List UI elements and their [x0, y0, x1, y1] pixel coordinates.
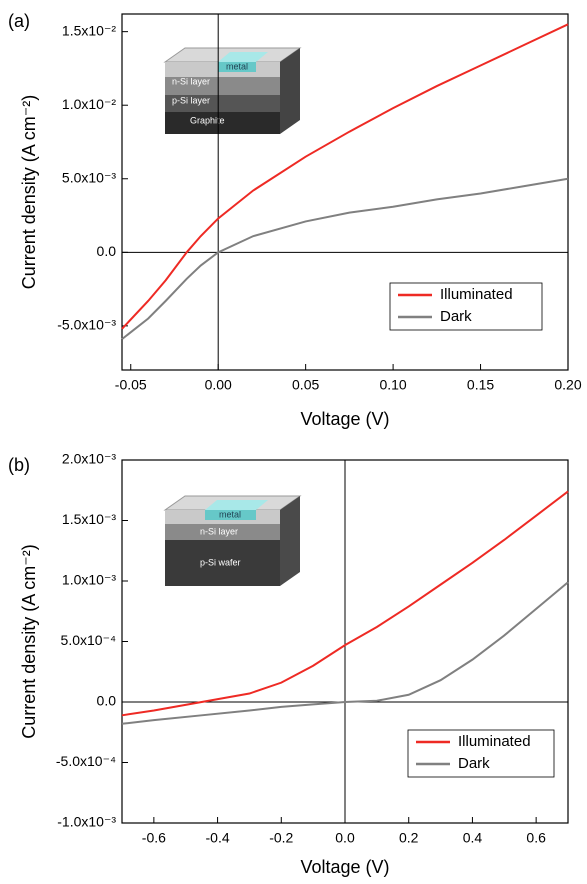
inset-label: metal [226, 61, 248, 71]
inset-label: Graphite [190, 115, 225, 125]
y-tick-label: 2.0x10⁻³ [62, 451, 116, 467]
y-tick-label: 5.0x10⁻³ [62, 169, 116, 185]
y-tick-label: 1.5x10⁻³ [62, 511, 116, 527]
panel-label: (b) [8, 455, 30, 475]
inset-label: n-Si layer [200, 526, 238, 536]
y-tick-label: 1.0x10⁻³ [62, 572, 116, 588]
x-tick-label: 0.0 [335, 830, 355, 846]
y-axis-label: Current density (A cm⁻²) [19, 95, 39, 290]
x-tick-label: -0.2 [269, 830, 293, 846]
x-axis-label: Voltage (V) [300, 857, 389, 877]
x-tick-label: 0.6 [526, 830, 546, 846]
y-tick-label: -1.0x10⁻³ [57, 814, 116, 830]
inset-a: metal n-Si layer p-Si layer Graphite [163, 47, 302, 134]
y-tick-label: 0.0 [97, 693, 117, 709]
series-line [121, 581, 569, 725]
legend-label: Illuminated [458, 733, 531, 750]
x-tick-label: 0.20 [554, 377, 581, 393]
series-line [121, 177, 569, 340]
x-tick-label: -0.6 [142, 830, 166, 846]
x-tick-label: 0.05 [292, 377, 319, 393]
legend-box [407, 729, 555, 778]
series-line [121, 490, 569, 717]
x-tick-label: 0.4 [463, 830, 483, 846]
y-tick-label: 1.0x10⁻² [62, 96, 116, 112]
x-tick-label: 0.2 [399, 830, 419, 846]
inset-b: metal n-Si layer p-Si wafer [163, 495, 302, 586]
y-axis-label: Current density (A cm⁻²) [19, 544, 39, 739]
y-tick-label: -5.0x10⁻³ [57, 317, 116, 333]
inset-label: n-Si layer [172, 76, 210, 86]
x-tick-label: 0.15 [467, 377, 494, 393]
legend-label: Illuminated [440, 286, 513, 303]
legend-label: Dark [440, 308, 472, 325]
x-tick-label: 0.10 [379, 377, 406, 393]
x-tick-label: -0.4 [206, 830, 230, 846]
inset-label: p-Si layer [172, 95, 210, 105]
plot-frame [121, 13, 569, 371]
x-axis-label: Voltage (V) [300, 409, 389, 429]
inset-label: p-Si wafer [200, 557, 241, 567]
panel-label: (a) [8, 11, 30, 31]
x-tick-label: 0.00 [205, 377, 232, 393]
series-line [121, 23, 569, 330]
y-tick-label: 1.5x10⁻² [62, 22, 116, 38]
x-tick-label: -0.05 [115, 377, 147, 393]
y-tick-label: -5.0x10⁻⁴ [56, 753, 116, 769]
legend-box [389, 282, 543, 331]
y-tick-label: 0.0 [97, 243, 117, 259]
y-tick-label: 5.0x10⁻⁴ [61, 632, 116, 648]
inset-label: metal [219, 509, 241, 519]
legend-label: Dark [458, 755, 490, 772]
